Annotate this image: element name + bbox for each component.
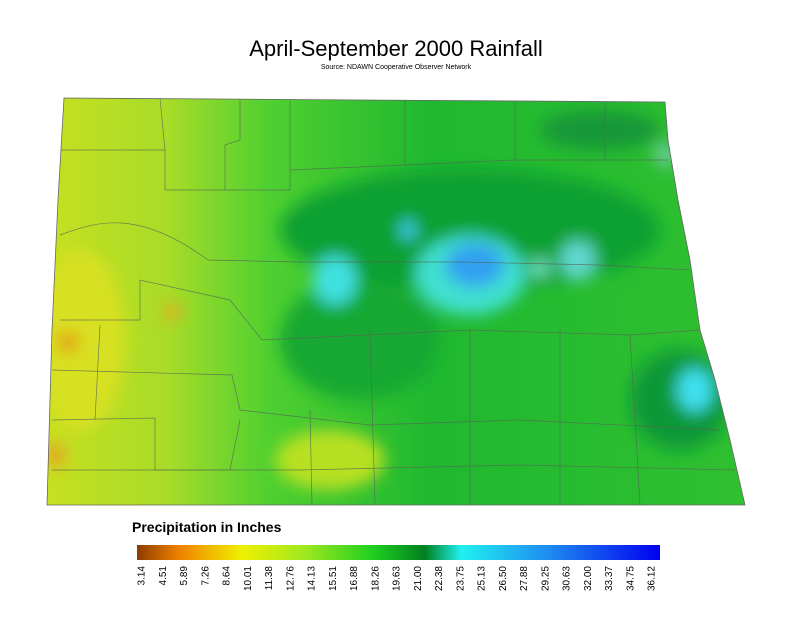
- legend-tick-label: 5.89: [179, 566, 190, 586]
- legend-tick-label: 23.75: [455, 566, 466, 591]
- legend-tick-label: 12.76: [285, 566, 296, 591]
- legend-tick-label: 3.14: [137, 566, 148, 586]
- legend-tick-label: 4.51: [158, 566, 169, 586]
- legend-tick-label: 22.38: [434, 566, 445, 591]
- legend-tick-label: 32.00: [583, 566, 594, 591]
- legend-ticks: 3.14 4.51 5.89 7.26 8.64 10.01 11.38 12.76 14.13…: [137, 566, 658, 591]
- title: April-September 2000 Rainfall: [249, 36, 543, 61]
- legend-tick-label: 27.88: [519, 566, 530, 591]
- legend-tick-label: 8.64: [222, 566, 233, 586]
- legend-tick-label: 7.26: [200, 566, 211, 586]
- legend-tick-label: 26.50: [498, 566, 509, 591]
- legend-tick-label: 14.13: [307, 566, 318, 591]
- legend-tick-label: 15.51: [328, 566, 339, 591]
- legend-tick-label: 16.88: [349, 566, 360, 591]
- subtitle: Source: NDAWN Cooperative Observer Netwo…: [321, 64, 472, 71]
- legend-tick-label: 19.63: [392, 566, 403, 591]
- color-bar: [137, 545, 660, 560]
- legend-tick-label: 30.63: [562, 566, 573, 591]
- rainfall-map: [47, 98, 745, 505]
- legend-tick-label: 29.25: [540, 566, 551, 591]
- legend-tick-label: 21.00: [413, 566, 424, 591]
- legend-tick-label: 10.01: [243, 566, 254, 591]
- legend-title: Precipitation in Inches: [132, 519, 282, 535]
- state-outline: [46, 97, 746, 506]
- legend-tick-label: 36.12: [647, 566, 658, 591]
- legend-tick-label: 33.37: [604, 566, 615, 591]
- legend-tick-label: 18.26: [370, 566, 381, 591]
- legend-tick-label: 11.38: [264, 566, 275, 591]
- legend-tick-label: 34.75: [625, 566, 636, 591]
- legend-tick-label: 25.13: [477, 566, 488, 591]
